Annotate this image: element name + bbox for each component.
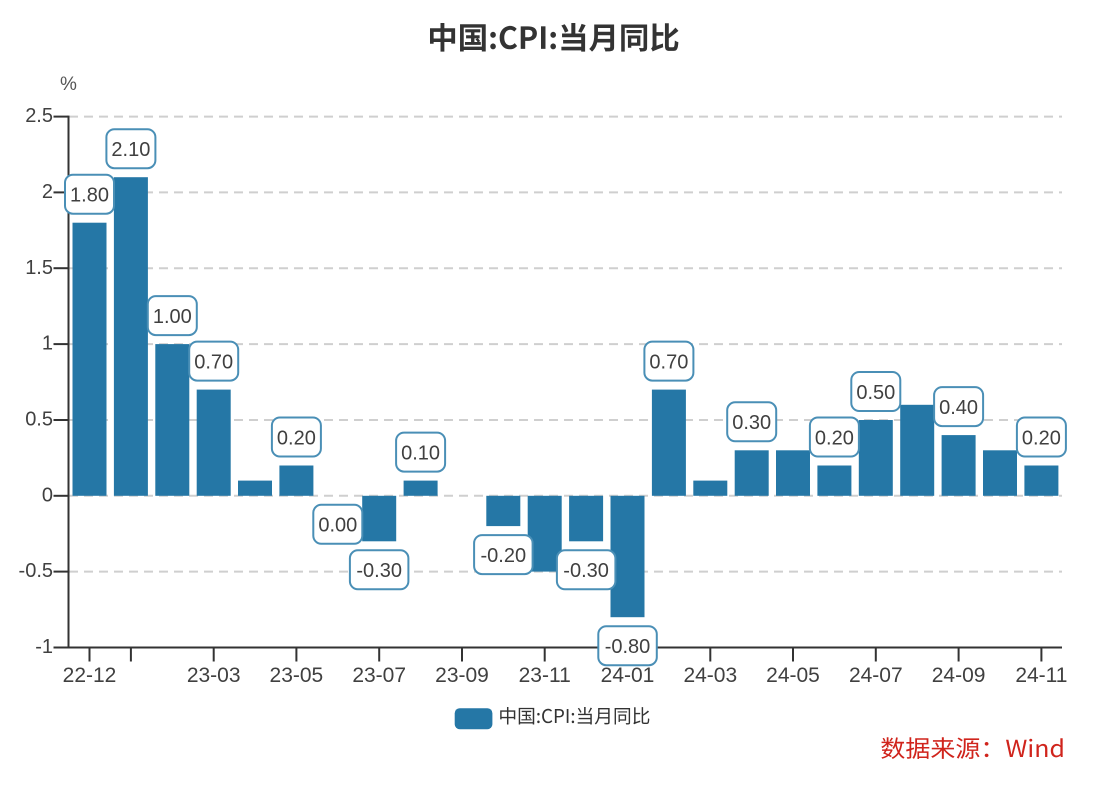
svg-text:24-09: 24-09 — [932, 664, 986, 687]
svg-text:0.70: 0.70 — [194, 351, 233, 373]
svg-text:-0.30: -0.30 — [563, 560, 609, 582]
svg-text:0.30: 0.30 — [732, 412, 771, 434]
svg-text:0.50: 0.50 — [856, 382, 895, 404]
svg-text:24-11: 24-11 — [1015, 664, 1067, 687]
svg-text:0.10: 0.10 — [401, 442, 440, 464]
svg-text:0.20: 0.20 — [1022, 427, 1061, 449]
svg-text:-0.5: -0.5 — [19, 560, 53, 582]
svg-text:0.00: 0.00 — [318, 515, 357, 537]
svg-text:0.5: 0.5 — [25, 409, 53, 431]
svg-text:1.80: 1.80 — [70, 185, 109, 207]
svg-text:2: 2 — [42, 181, 53, 203]
svg-text:24-03: 24-03 — [683, 664, 737, 687]
svg-text:22-12: 22-12 — [63, 664, 117, 687]
svg-text:23-09: 23-09 — [435, 664, 489, 687]
svg-text:23-11: 23-11 — [519, 664, 571, 687]
svg-text:0: 0 — [42, 484, 53, 506]
svg-text:24-07: 24-07 — [849, 664, 903, 687]
svg-text:-0.30: -0.30 — [356, 560, 402, 582]
svg-text:1.5: 1.5 — [25, 257, 53, 279]
svg-text:0.20: 0.20 — [277, 427, 316, 449]
svg-text:23-03: 23-03 — [187, 664, 241, 687]
svg-text:0.20: 0.20 — [815, 427, 854, 449]
svg-text:1.00: 1.00 — [153, 306, 192, 328]
svg-text:-0.80: -0.80 — [605, 636, 651, 658]
svg-text:23-07: 23-07 — [352, 664, 406, 687]
svg-text:1: 1 — [42, 333, 53, 355]
svg-text:%: % — [60, 74, 77, 95]
svg-text:2.5: 2.5 — [25, 105, 53, 127]
svg-text:0.40: 0.40 — [939, 397, 978, 419]
svg-text:0.70: 0.70 — [649, 351, 688, 373]
svg-text:-1: -1 — [35, 636, 53, 658]
svg-text:24-01: 24-01 — [601, 664, 655, 687]
svg-text:-0.20: -0.20 — [481, 545, 527, 567]
svg-text:23-05: 23-05 — [270, 664, 324, 687]
svg-text:24-05: 24-05 — [766, 664, 820, 687]
svg-text:2.10: 2.10 — [111, 139, 150, 161]
